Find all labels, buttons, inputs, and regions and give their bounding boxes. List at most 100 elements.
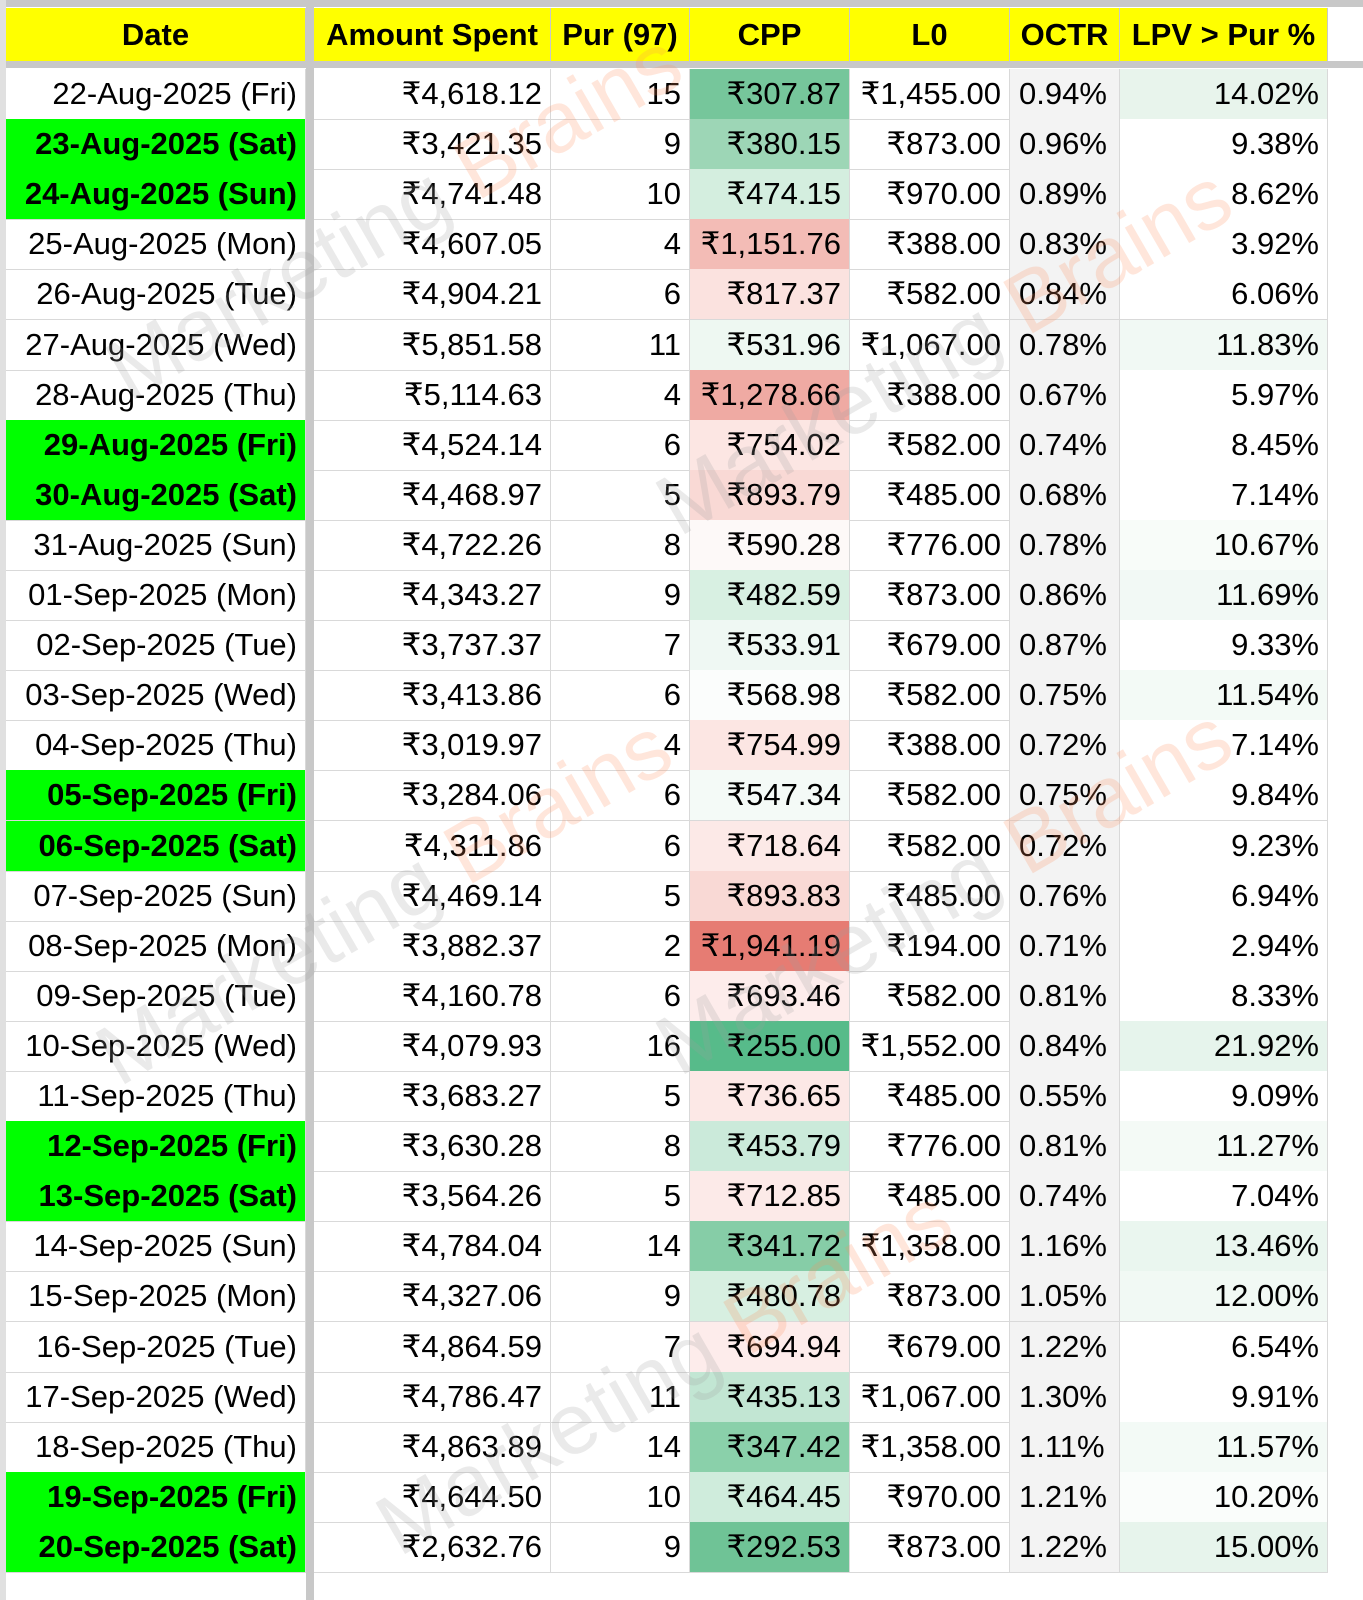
cell-amount-spent[interactable]: ₹3,019.97 <box>314 720 551 772</box>
cell-date[interactable]: 18-Sep-2025 (Thu) <box>6 1421 306 1473</box>
cell-date[interactable]: 23-Aug-2025 (Sat) <box>6 119 306 171</box>
cell-octr[interactable]: 0.75% <box>1010 770 1120 822</box>
cell-cpp[interactable]: ₹347.42 <box>690 1421 850 1473</box>
cell-octr[interactable]: 0.74% <box>1010 419 1120 471</box>
cell-cpp[interactable]: ₹464.45 <box>690 1471 850 1523</box>
cell-date[interactable]: 11-Sep-2025 (Thu) <box>6 1071 306 1122</box>
cell-l0[interactable]: ₹485.00 <box>850 1171 1010 1223</box>
cell-cpp[interactable]: ₹817.37 <box>690 269 850 321</box>
cell-l0[interactable]: ₹388.00 <box>850 369 1010 421</box>
cell-purchases[interactable]: 5 <box>551 1071 690 1122</box>
cell-purchases[interactable]: 6 <box>551 670 690 722</box>
cell-l0[interactable]: ₹873.00 <box>850 1271 1010 1323</box>
cell-date[interactable]: 22-Aug-2025 (Fri) <box>6 69 306 120</box>
cell-amount-spent[interactable]: ₹3,737.37 <box>314 620 551 672</box>
header-lpv-pur-pct[interactable]: LPV > Pur % <box>1120 8 1328 61</box>
cell-purchases[interactable]: 2 <box>551 920 690 972</box>
cell-cpp[interactable]: ₹307.87 <box>690 69 850 120</box>
cell-l0[interactable]: ₹485.00 <box>850 469 1010 521</box>
cell-lpv-pur-pct[interactable]: 9.09% <box>1120 1071 1328 1122</box>
cell-cpp[interactable]: ₹341.72 <box>690 1221 850 1273</box>
cell-cpp[interactable]: ₹754.99 <box>690 720 850 772</box>
cell-octr[interactable]: 1.30% <box>1010 1371 1120 1423</box>
cell-date[interactable]: 16-Sep-2025 (Tue) <box>6 1321 306 1373</box>
cell-l0[interactable]: ₹582.00 <box>850 419 1010 471</box>
cell-octr[interactable]: 0.84% <box>1010 269 1120 321</box>
cell-purchases[interactable]: 16 <box>551 1020 690 1072</box>
cell-amount-spent[interactable]: ₹4,311.86 <box>314 820 551 872</box>
cell-lpv-pur-pct[interactable]: 3.92% <box>1120 219 1328 271</box>
cell-amount-spent[interactable]: ₹5,851.58 <box>314 319 551 371</box>
cell-purchases[interactable]: 14 <box>551 1421 690 1473</box>
header-octr[interactable]: OCTR <box>1010 8 1120 61</box>
cell-cpp[interactable]: ₹694.94 <box>690 1321 850 1373</box>
cell-amount-spent[interactable]: ₹4,468.97 <box>314 469 551 521</box>
cell-lpv-pur-pct[interactable]: 7.04% <box>1120 1171 1328 1223</box>
cell-purchases[interactable]: 15 <box>551 69 690 120</box>
cell-purchases[interactable]: 7 <box>551 1321 690 1373</box>
cell-l0[interactable]: ₹970.00 <box>850 169 1010 221</box>
cell-purchases[interactable]: 4 <box>551 219 690 271</box>
cell-purchases[interactable]: 8 <box>551 519 690 571</box>
cell-octr[interactable]: 1.21% <box>1010 1471 1120 1523</box>
cell-date[interactable]: 30-Aug-2025 (Sat) <box>6 469 306 521</box>
cell-octr[interactable]: 0.76% <box>1010 870 1120 922</box>
cell-amount-spent[interactable]: ₹3,683.27 <box>314 1071 551 1122</box>
cell-purchases[interactable]: 11 <box>551 1371 690 1423</box>
cell-date[interactable]: 19-Sep-2025 (Fri) <box>6 1471 306 1523</box>
cell-lpv-pur-pct[interactable]: 10.67% <box>1120 519 1328 571</box>
cell-octr[interactable]: 0.74% <box>1010 1171 1120 1223</box>
cell-lpv-pur-pct[interactable]: 8.45% <box>1120 419 1328 471</box>
cell-lpv-pur-pct[interactable]: 7.14% <box>1120 720 1328 772</box>
cell-cpp[interactable]: ₹718.64 <box>690 820 850 872</box>
cell-date[interactable]: 27-Aug-2025 (Wed) <box>6 319 306 371</box>
cell-amount-spent[interactable]: ₹4,904.21 <box>314 269 551 321</box>
cell-octr[interactable]: 0.96% <box>1010 119 1120 171</box>
cell-purchases[interactable]: 10 <box>551 169 690 221</box>
cell-amount-spent[interactable]: ₹3,630.28 <box>314 1121 551 1173</box>
cell-cpp[interactable]: ₹482.59 <box>690 570 850 621</box>
cell-purchases[interactable]: 9 <box>551 119 690 171</box>
cell-date[interactable]: 09-Sep-2025 (Tue) <box>6 970 306 1022</box>
cell-lpv-pur-pct[interactable]: 11.83% <box>1120 319 1328 371</box>
cell-octr[interactable]: 0.81% <box>1010 970 1120 1022</box>
cell-purchases[interactable]: 9 <box>551 1521 690 1573</box>
cell-l0[interactable]: ₹679.00 <box>850 620 1010 672</box>
cell-date[interactable]: 20-Sep-2025 (Sat) <box>6 1521 306 1573</box>
cell-date[interactable]: 13-Sep-2025 (Sat) <box>6 1171 306 1223</box>
cell-purchases[interactable]: 11 <box>551 319 690 371</box>
cell-purchases[interactable]: 6 <box>551 770 690 822</box>
cell-l0[interactable]: ₹1,455.00 <box>850 69 1010 120</box>
cell-amount-spent[interactable]: ₹4,160.78 <box>314 970 551 1022</box>
cell-purchases[interactable]: 14 <box>551 1221 690 1273</box>
cell-l0[interactable]: ₹582.00 <box>850 269 1010 321</box>
cell-date[interactable]: 26-Aug-2025 (Tue) <box>6 269 306 321</box>
cell-octr[interactable]: 0.94% <box>1010 69 1120 120</box>
cell-purchases[interactable]: 4 <box>551 720 690 772</box>
cell-l0[interactable]: ₹776.00 <box>850 519 1010 571</box>
cell-lpv-pur-pct[interactable]: 15.00% <box>1120 1521 1328 1573</box>
cell-purchases[interactable]: 9 <box>551 570 690 621</box>
cell-l0[interactable]: ₹582.00 <box>850 670 1010 722</box>
cell-l0[interactable]: ₹582.00 <box>850 820 1010 872</box>
cell-lpv-pur-pct[interactable]: 11.54% <box>1120 670 1328 722</box>
cell-purchases[interactable]: 9 <box>551 1271 690 1323</box>
cell-cpp[interactable]: ₹255.00 <box>690 1020 850 1072</box>
cell-cpp[interactable]: ₹736.65 <box>690 1071 850 1122</box>
header-date[interactable]: Date <box>6 8 306 61</box>
cell-date[interactable]: 07-Sep-2025 (Sun) <box>6 870 306 922</box>
cell-cpp[interactable]: ₹712.85 <box>690 1171 850 1223</box>
cell-octr[interactable]: 1.22% <box>1010 1521 1120 1573</box>
cell-date[interactable]: 29-Aug-2025 (Fri) <box>6 419 306 471</box>
cell-date[interactable]: 08-Sep-2025 (Mon) <box>6 920 306 972</box>
cell-octr[interactable]: 0.75% <box>1010 670 1120 722</box>
cell-l0[interactable]: ₹582.00 <box>850 770 1010 822</box>
cell-cpp[interactable]: ₹533.91 <box>690 620 850 672</box>
cell-lpv-pur-pct[interactable]: 9.91% <box>1120 1371 1328 1423</box>
cell-l0[interactable]: ₹485.00 <box>850 1071 1010 1122</box>
cell-amount-spent[interactable]: ₹4,343.27 <box>314 570 551 621</box>
cell-amount-spent[interactable]: ₹4,786.47 <box>314 1371 551 1423</box>
cell-amount-spent[interactable]: ₹4,741.48 <box>314 169 551 221</box>
cell-cpp[interactable]: ₹435.13 <box>690 1371 850 1423</box>
cell-octr[interactable]: 0.71% <box>1010 920 1120 972</box>
